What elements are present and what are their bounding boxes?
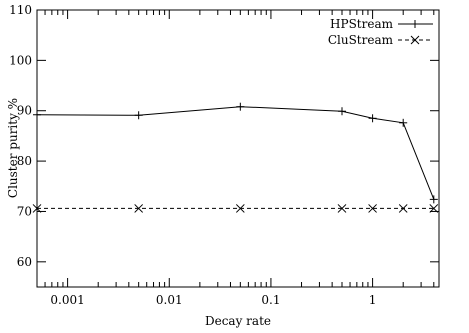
data-point-hpstream xyxy=(236,102,245,111)
marker-stroke xyxy=(235,204,245,213)
marker-stroke xyxy=(134,204,144,213)
x-tick-label: 0.001 xyxy=(50,293,84,307)
y-tick-label: 110 xyxy=(9,3,32,17)
data-point-hpstream xyxy=(134,111,143,120)
data-point-hpstream xyxy=(368,114,377,123)
marker-stroke xyxy=(398,204,408,213)
marker-stroke xyxy=(337,204,347,213)
marker-stroke xyxy=(429,204,439,213)
y-tick-label: 80 xyxy=(17,154,32,168)
y-tick-label: 100 xyxy=(9,53,32,67)
data-point-hpstream xyxy=(337,107,346,116)
y-tick-label: 60 xyxy=(17,255,32,269)
data-point-clustream xyxy=(32,204,42,213)
y-tick-label: 70 xyxy=(17,204,32,218)
legend-marker-hpstream xyxy=(411,20,419,28)
data-point-clustream xyxy=(337,204,347,213)
y-axis-label: Cluster purity % xyxy=(6,98,20,198)
x-axis-label: Decay rate xyxy=(205,314,271,328)
plot-frame xyxy=(36,9,440,288)
data-point-clustream xyxy=(398,204,408,213)
data-point-hpstream xyxy=(429,195,438,204)
data-point-clustream xyxy=(429,204,439,213)
series-line-hpstream xyxy=(36,106,435,200)
series-layer xyxy=(32,102,439,213)
x-tick-label: 1 xyxy=(369,293,377,307)
marker-stroke xyxy=(410,35,420,45)
data-point-clustream xyxy=(134,204,144,213)
marker-stroke xyxy=(368,204,377,213)
y-tick-label: 90 xyxy=(17,104,32,118)
marker-stroke xyxy=(32,204,42,213)
ticks-layer: 0.001 0.01 0.1 1 60 70 80 90 100 110 xyxy=(9,3,439,307)
data-point-clustream xyxy=(368,204,377,213)
legend: HPStream CluStream xyxy=(328,17,433,47)
data-point-hpstream xyxy=(399,118,408,127)
legend-label-clustream: CluStream xyxy=(328,33,394,47)
data-point-clustream xyxy=(235,204,245,213)
x-tick-label: 0.01 xyxy=(156,293,183,307)
legend-label-hpstream: HPStream xyxy=(330,17,394,31)
x-tick-label: 0.1 xyxy=(261,293,280,307)
data-point-hpstream xyxy=(33,110,41,119)
legend-marker-clustream xyxy=(410,35,420,45)
